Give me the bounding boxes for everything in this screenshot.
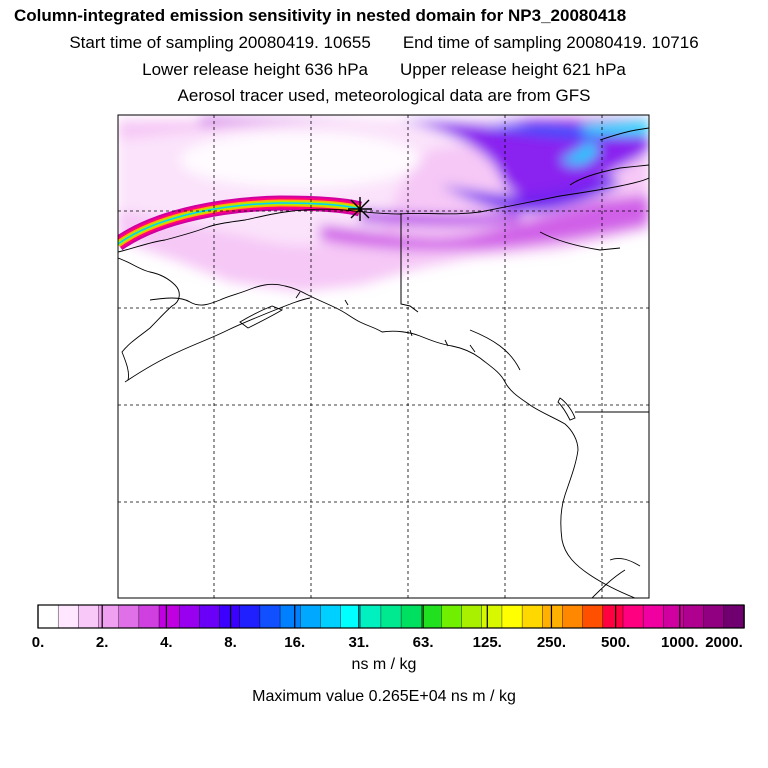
lower-release-label: Lower release height 636 hPa [142,60,368,79]
colorbar-swatch [501,604,523,629]
colorbar-swatch [219,604,241,629]
colorbar-tick-labels: 0. 2. 4. 8. 16. 31. 63. 125. 250. 500. 1000. 2000. [32,634,743,651]
colorbar-swatch [602,604,624,629]
colorbar-swatch [138,604,160,629]
colorbar-swatch [78,604,100,629]
colorbar-swatch [178,604,201,629]
colorbar-tick-label: 4. [160,634,173,651]
colorbar-swatch [400,604,422,629]
end-time-label: End time of sampling 20080419. 10716 [402,33,699,52]
colorbar-tick-label: 500. [601,634,630,651]
colorbar-units: ns m / kg [351,656,417,673]
start-time-label: Start time of sampling 20080419. 10655 [69,33,371,52]
colorbar-swatch [199,604,221,629]
trajectory-band [118,195,362,251]
colorbar-tick-label: 0. [32,634,45,651]
colorbar-swatch [118,604,140,629]
colorbar-swatch [461,604,483,629]
colorbar-swatch [683,604,705,629]
upper-release-label: Upper release height 621 hPa [400,60,626,79]
colorbar-swatch [703,604,725,629]
colorbar-swatch [663,604,685,629]
release-height-row: Lower release height 636 hPa Upper releas… [0,60,768,80]
coastlines [118,127,649,598]
colorbar-tick-label: 2. [96,634,109,651]
colorbar-swatch [542,604,564,629]
colorbar-swatch [37,604,59,629]
colorbar-swatch [279,604,301,629]
colorbar-tick-label: 125. [473,634,502,651]
colorbar-swatch [340,604,362,629]
colorbar-swatch [360,604,382,629]
colorbar-tick-label: 8. [224,634,237,651]
colorbar-tick-label: 31. [348,634,369,651]
colorbar: 0. 2. 4. 8. 16. 31. 63. 125. 250. 500. 1000. 2000. [32,604,745,651]
colorbar-frame [37,604,745,629]
colorbar-tick-label: 16. [284,634,305,651]
colorbar-swatch [441,604,463,629]
colorbar-swatch [723,604,745,629]
colorbar-swatch [239,604,261,629]
colorbar-tick-label: 63. [413,634,434,651]
release-point-asterisk [348,197,372,221]
sampling-time-row: Start time of sampling 20080419. 10655 En… [0,33,768,53]
map-frame [117,114,650,599]
colorbar-swatch [259,604,281,629]
lat-lon-grid [118,115,649,598]
tracer-label: Aerosol tracer used, meteorological data… [177,86,591,105]
colorbar-swatch [320,604,342,629]
colorbar-tick-label: 1000. [661,634,699,651]
colorbar-swatch [521,604,543,629]
colorbar-swatch [642,604,665,629]
colorbar-swatch [57,604,80,629]
colorbar-swatch [481,604,503,629]
borders [400,213,649,413]
figure-title: Column-integrated emission sensitivity i… [14,6,627,25]
colorbar-swatch [421,604,443,629]
colorbar-tick-label: 250. [537,634,566,651]
colorbar-swatch [622,604,644,629]
colorbar-swatch [300,604,322,629]
colorbar-swatch [582,604,604,629]
colorbar-swatch [380,604,402,629]
maximum-value-label: Maximum value 0.265E+04 ns m / kg [252,688,516,705]
colorbar-tick-label: 2000. [705,634,743,651]
colorbar-swatches [37,604,745,629]
colorbar-swatch [562,604,584,629]
colorbar-swatch [158,604,180,629]
